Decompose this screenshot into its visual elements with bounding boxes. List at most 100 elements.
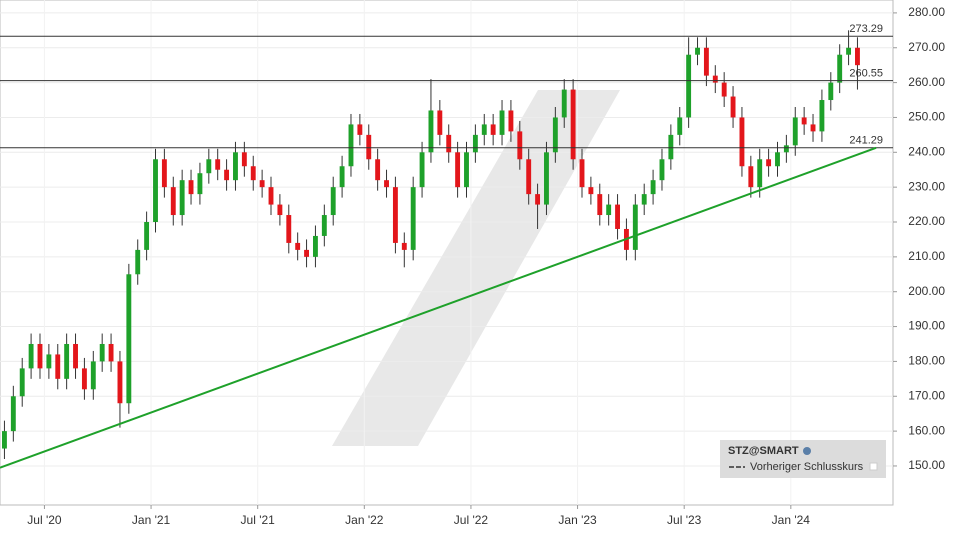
candle-body: [561, 89, 567, 118]
level-label: 260.55: [849, 68, 883, 80]
candle-body: [99, 343, 105, 362]
candle-body: [810, 124, 816, 132]
y-tick-label: 180.00: [908, 354, 945, 368]
candle-body: [632, 204, 638, 250]
candle-body: [135, 249, 141, 275]
candle-body: [686, 54, 692, 118]
candle-body: [792, 117, 798, 146]
candle-body: [695, 47, 700, 55]
candle-body: [366, 134, 372, 160]
candle-body: [144, 222, 150, 250]
candle-body: [348, 124, 354, 167]
candle-body: [472, 134, 478, 153]
level-label: 241.29: [849, 135, 883, 147]
candle-body: [712, 75, 718, 83]
legend-checkbox[interactable]: [869, 462, 878, 471]
candle-body: [312, 235, 318, 257]
candle-body: [19, 368, 25, 397]
legend-box: [720, 440, 886, 478]
candle-body: [552, 117, 558, 153]
candle-body: [90, 361, 96, 390]
candle-body: [703, 47, 709, 76]
x-tick-label: Jan '21: [132, 513, 171, 527]
candle-body: [81, 368, 87, 390]
x-tick-label: Jan '22: [345, 513, 384, 527]
y-tick-label: 260.00: [908, 75, 945, 89]
candle-body: [392, 187, 398, 243]
candle-body: [375, 159, 381, 181]
y-tick-label: 230.00: [908, 179, 945, 193]
candle-body: [748, 166, 754, 188]
candle-body: [828, 82, 834, 101]
level-label: 273.29: [849, 23, 883, 35]
candle-body: [837, 54, 843, 83]
candle-body: [10, 396, 16, 432]
legend-icon: [803, 447, 811, 455]
candle-body: [757, 159, 763, 188]
candle-body: [64, 343, 70, 379]
candle-body: [295, 242, 301, 250]
candle-body: [490, 124, 496, 135]
candle-body: [161, 159, 167, 188]
candle-body: [739, 117, 745, 167]
candle-body: [846, 47, 852, 55]
candle-body: [508, 110, 514, 132]
x-tick-label: Jul '20: [27, 513, 62, 527]
legend-entry: Vorheriger Schlusskurs: [750, 461, 864, 473]
candle-body: [170, 187, 176, 216]
y-tick-label: 190.00: [908, 319, 945, 333]
candle-body: [455, 152, 461, 188]
candle-body: [46, 354, 52, 369]
x-tick-label: Jan '24: [772, 513, 811, 527]
candle-body: [117, 361, 123, 404]
candle-body: [641, 194, 647, 205]
candle-body: [650, 180, 656, 195]
y-tick-label: 150.00: [908, 458, 945, 472]
candle-body: [206, 159, 212, 174]
candle-body: [419, 152, 425, 188]
candle-body: [721, 82, 727, 97]
y-tick-label: 160.00: [908, 423, 945, 437]
candle-body: [126, 274, 132, 404]
candle-body: [481, 124, 487, 135]
candle-body: [766, 159, 772, 167]
candle-body: [241, 152, 247, 167]
candle-body: [730, 96, 736, 118]
candle-body: [330, 187, 336, 216]
candle-body: [410, 187, 416, 250]
candle-body: [535, 194, 541, 205]
candle-body: [579, 159, 585, 188]
candle-body: [659, 159, 665, 181]
candle-body: [544, 152, 549, 205]
candle-body: [464, 152, 469, 188]
candle-body: [775, 152, 780, 167]
candle-body: [819, 100, 825, 132]
candle-body: [499, 110, 505, 135]
candle-body: [597, 194, 603, 216]
candle-body: [108, 343, 114, 362]
candle-body: [446, 134, 452, 153]
candle-body: [73, 343, 78, 369]
y-tick-label: 280.00: [908, 5, 945, 19]
y-tick-label: 210.00: [908, 249, 945, 263]
candle-body: [224, 169, 230, 181]
candle-body: [37, 343, 43, 369]
candle-body: [179, 180, 185, 216]
candle-body: [268, 187, 274, 205]
y-tick-label: 240.00: [908, 144, 945, 158]
candle-body: [668, 134, 674, 160]
candle-body: [606, 204, 612, 216]
candle-body: [321, 215, 327, 236]
candle-body: [677, 117, 683, 135]
legend: STZ@SMART Vorheriger Schlusskurs: [720, 440, 886, 478]
candle-body: [55, 354, 61, 379]
marks: [0, 30, 893, 469]
candle-body: [233, 152, 238, 181]
candle-body: [188, 180, 194, 195]
y-tick-label: 200.00: [908, 284, 945, 298]
candle-body: [357, 124, 363, 135]
candle-body: [517, 131, 523, 160]
candle-body: [570, 89, 576, 160]
candle-body: [384, 180, 389, 188]
